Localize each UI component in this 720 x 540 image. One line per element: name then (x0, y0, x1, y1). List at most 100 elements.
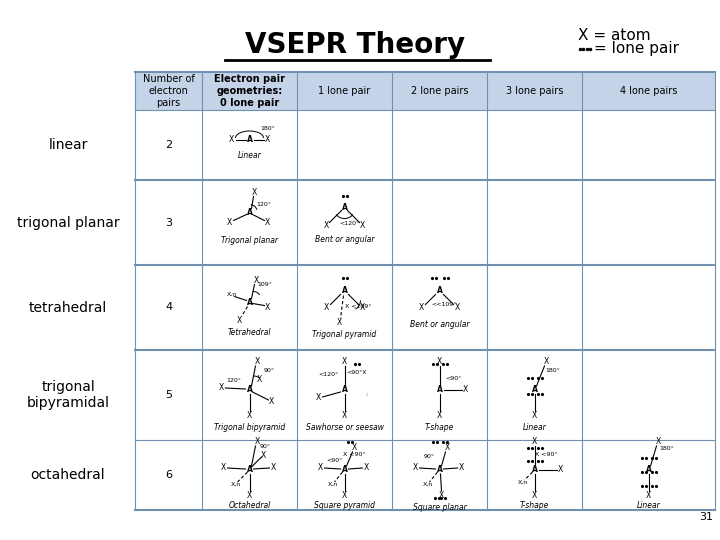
Text: X <90°: X <90° (535, 451, 558, 456)
Bar (392, 180, 487, 265)
Text: A: A (341, 286, 348, 295)
Text: X: X (342, 357, 347, 367)
Text: X: X (255, 357, 260, 367)
Text: 4: 4 (165, 302, 172, 313)
Text: Octahedral: Octahedral (228, 501, 271, 510)
Bar (392, 440, 487, 510)
Bar (135, 265, 202, 350)
Text: Bent or angular: Bent or angular (410, 320, 469, 329)
Text: X: X (252, 188, 257, 197)
Text: Electron pair
geometries:
0 lone pair: Electron pair geometries: 0 lone pair (214, 75, 285, 107)
Text: X: X (342, 490, 347, 500)
Text: 31: 31 (699, 512, 713, 522)
Text: X,n: X,n (226, 292, 237, 297)
Text: X: X (459, 463, 464, 472)
Text: Linear: Linear (238, 151, 261, 159)
Text: 180°: 180° (260, 125, 275, 131)
Text: 6: 6 (165, 470, 172, 480)
Text: 109°: 109° (257, 282, 272, 287)
Bar (202, 110, 297, 180)
Text: <120°: <120° (339, 221, 359, 226)
Text: A: A (646, 465, 652, 475)
Bar (487, 350, 582, 440)
Text: 120°: 120° (226, 377, 241, 382)
Text: X: X (316, 394, 321, 402)
Text: Linear: Linear (636, 501, 660, 510)
Text: octahedral: octahedral (31, 468, 105, 482)
Text: X <109°: X <109° (346, 304, 372, 309)
Text: 1 lone pair: 1 lone pair (318, 86, 371, 96)
Text: X: X (229, 136, 234, 145)
Bar (582, 440, 715, 510)
Text: X: X (254, 276, 259, 285)
Bar (582, 110, 715, 180)
Text: Linear: Linear (523, 423, 546, 433)
Bar (135, 110, 202, 180)
Text: X: X (439, 490, 444, 500)
Text: X: X (656, 437, 661, 447)
Text: A: A (246, 208, 253, 217)
Bar (297, 350, 392, 440)
Text: X <90°: X <90° (343, 453, 366, 457)
Text: A: A (341, 386, 348, 395)
Text: A: A (436, 386, 442, 395)
Text: X: X (558, 465, 563, 475)
Text: 90°: 90° (424, 454, 435, 458)
Text: X: X (271, 463, 276, 472)
Text: X: X (261, 450, 266, 460)
Text: A: A (531, 465, 537, 475)
Text: X,n: X,n (230, 482, 240, 487)
Text: Sawhorse or seesaw: Sawhorse or seesaw (305, 423, 384, 433)
Bar (487, 180, 582, 265)
Text: X: X (352, 443, 357, 453)
Text: X,n: X,n (328, 482, 338, 487)
Text: <90°: <90° (446, 375, 462, 381)
Text: X: X (318, 463, 323, 472)
Text: tetrahedral: tetrahedral (29, 300, 107, 314)
Bar (135, 350, 202, 440)
Bar (582, 72, 715, 110)
Text: <90°X: <90°X (346, 369, 366, 375)
Text: 3 lone pairs: 3 lone pairs (506, 86, 563, 96)
Bar (392, 350, 487, 440)
Text: A: A (531, 386, 537, 395)
Text: Square pyramid: Square pyramid (314, 501, 375, 510)
Bar (135, 440, 202, 510)
Text: X: X (247, 410, 252, 420)
Text: A: A (246, 465, 253, 475)
Text: T-shape: T-shape (425, 423, 454, 433)
Text: X: X (532, 437, 537, 447)
Bar (487, 72, 582, 110)
Text: 180°: 180° (659, 446, 674, 450)
Bar (297, 265, 392, 350)
Text: X: X (532, 410, 537, 420)
Text: :: : (366, 393, 368, 397)
Bar (202, 350, 297, 440)
Text: Number of
electron
pairs: Number of electron pairs (143, 75, 194, 107)
Text: X: X (419, 303, 424, 312)
Text: X: X (324, 303, 329, 312)
Text: X: X (269, 397, 274, 407)
Text: X: X (437, 357, 442, 367)
Text: linear: linear (48, 138, 88, 152)
Text: Bent or angular: Bent or angular (315, 235, 374, 244)
Bar (297, 440, 392, 510)
Text: X: X (337, 318, 342, 327)
Text: X: X (544, 357, 549, 367)
Text: Tetrahedral: Tetrahedral (228, 328, 271, 337)
Text: A: A (341, 203, 348, 212)
Text: VSEPR Theory: VSEPR Theory (245, 31, 465, 59)
Text: X: X (265, 303, 270, 312)
Text: A: A (341, 465, 348, 475)
Text: trigonal
bipyramidal: trigonal bipyramidal (27, 380, 109, 410)
Text: A: A (436, 465, 442, 475)
Text: 4 lone pairs: 4 lone pairs (620, 86, 678, 96)
Text: X: X (437, 410, 442, 420)
Text: 90°: 90° (264, 368, 275, 373)
Bar (202, 72, 297, 110)
Text: A: A (246, 298, 253, 307)
Text: 90°: 90° (260, 443, 271, 449)
Text: X: X (237, 316, 242, 325)
Bar (202, 180, 297, 265)
Text: X: X (463, 386, 468, 395)
